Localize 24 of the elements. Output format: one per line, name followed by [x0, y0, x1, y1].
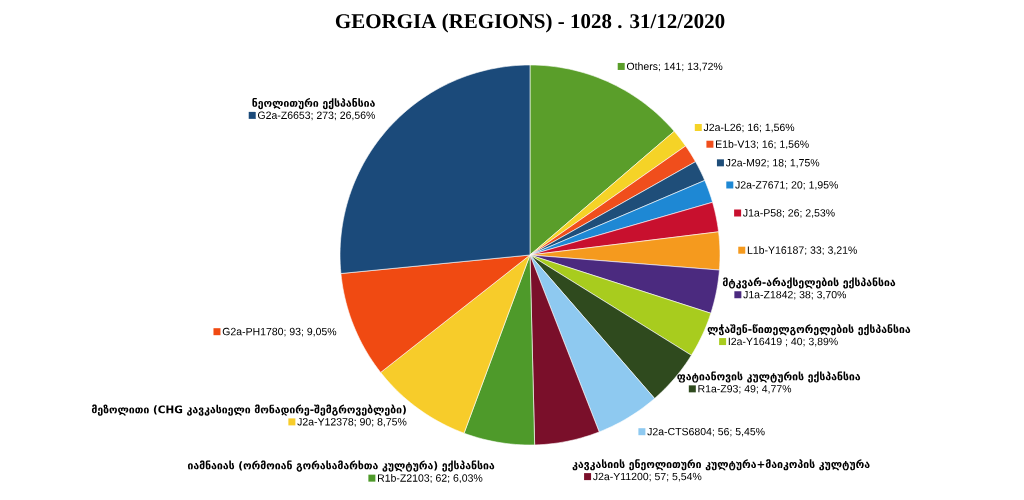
legend-label: Others; 141; 13,72% — [626, 62, 723, 72]
legend-label: J1a-P58; 26; 2,53% — [743, 209, 835, 218]
legend-label: J2a-Y11200; 57; 5,54% — [592, 472, 702, 482]
legend-label: I2a-Y16419 ; 40; 3,89% — [728, 337, 838, 347]
legend-label: G2a-Z6653; 273; 26,56% — [258, 111, 375, 121]
legend-label: J2a-Y12378; 90; 8,75% — [297, 418, 407, 427]
legend-label: J1a-Z1842; 38; 3,70% — [743, 290, 847, 300]
text: ფატიანოვის კულტურის ექსპანსია — [677, 371, 861, 383]
legend-label: L1b-Y16187; 33; 3,21% — [747, 246, 857, 256]
text: ნეოლითური ექსპანსია — [252, 98, 375, 110]
legend-label: G2a-PH1780; 93; 9,05% — [222, 327, 337, 337]
chart-title: GEORGIA (REGIONS) - 1028 . 31/12/2020 — [335, 13, 725, 33]
text: იამნაიას (ორმოიან გორასამარხთა კულტურა) ექსპანსია — [187, 460, 495, 472]
legend-label: J2a-CTS6804; 56; 5,45% — [647, 427, 765, 437]
text: კავკასიის ენეოლითური კულტურა+მაიკოპის კულტურა — [572, 459, 870, 471]
text: მეზოლითი (CHG კავკასიელი მონადირე-შემგროვებლები) — [91, 404, 406, 416]
text: ლჭაშენ-წითელგორელების ექსპანსია — [707, 324, 911, 336]
legend-label: R1a-Z93; 49; 4,77% — [698, 385, 792, 394]
legend-label: J2a-M92; 18; 1,75% — [725, 159, 820, 168]
legend-label: E1b-V13; 16; 1,56% — [716, 140, 809, 150]
legend-label: J2a-Z7671; 20; 1,95% — [735, 181, 838, 190]
text: მტკვარ-არაქსელების ექსპანსია — [722, 277, 896, 289]
legend-label: R1b-Z2103; 62; 6,03% — [378, 474, 483, 483]
legend-label: J2a-L26; 16; 1,56% — [703, 123, 795, 133]
